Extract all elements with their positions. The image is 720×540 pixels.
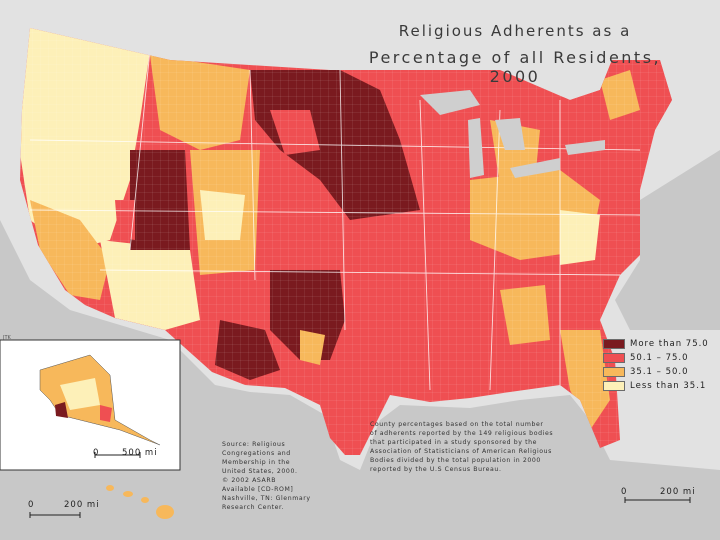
legend-swatch <box>603 338 625 349</box>
main-scale-zero: 0 <box>621 487 628 497</box>
legend-label: 35.1 – 50.0 <box>630 366 689 377</box>
source-note: Source: Religious Congregations and Memb… <box>222 441 311 511</box>
legend-item: Less than 35.1 <box>603 380 713 391</box>
alaska-red-county <box>100 405 112 422</box>
hawaii <box>106 485 174 519</box>
lake-erie <box>510 158 560 178</box>
map-title-line2: Percentage of all Residents, 2000 <box>368 48 662 86</box>
legend-item: 35.1 – 50.0 <box>603 366 713 377</box>
alaska-dark-county <box>55 402 68 418</box>
legend-label: Less than 35.1 <box>630 380 707 391</box>
scale-bars <box>29 452 691 518</box>
alaska-interior <box>60 378 100 410</box>
legend-label: 50.1 – 75.0 <box>630 352 689 363</box>
alaska-scale-zero: 0 <box>93 448 100 458</box>
lake-huron <box>495 118 525 150</box>
legend-item: 50.1 – 75.0 <box>603 352 713 363</box>
state-boundaries <box>29 49 641 391</box>
legend-swatch <box>603 366 625 377</box>
hawaii-scale-zero: 0 <box>28 500 35 510</box>
lake-ontario <box>565 140 605 155</box>
map-title-line1: Religious Adherents as a <box>398 22 632 40</box>
description-note: County percentages based on the total nu… <box>370 421 554 473</box>
alaska <box>39 354 161 446</box>
lake-superior <box>420 90 480 115</box>
legend-swatch <box>603 380 625 391</box>
atlantic-ocean <box>615 150 720 330</box>
hawaii-scale-distance: 200 mi <box>64 500 100 510</box>
main-scale-distance: 200 mi <box>660 487 696 497</box>
legend-swatch <box>603 352 625 363</box>
legend-label: More than 75.0 <box>630 338 709 349</box>
map-credit: JTK <box>3 335 11 341</box>
lake-michigan <box>468 118 484 178</box>
legend: More than 75.0 50.1 – 75.0 35.1 – 50.0 L… <box>603 338 713 394</box>
legend-item: More than 75.0 <box>603 338 713 349</box>
alaska-scale-distance: 500 mi <box>122 448 158 458</box>
